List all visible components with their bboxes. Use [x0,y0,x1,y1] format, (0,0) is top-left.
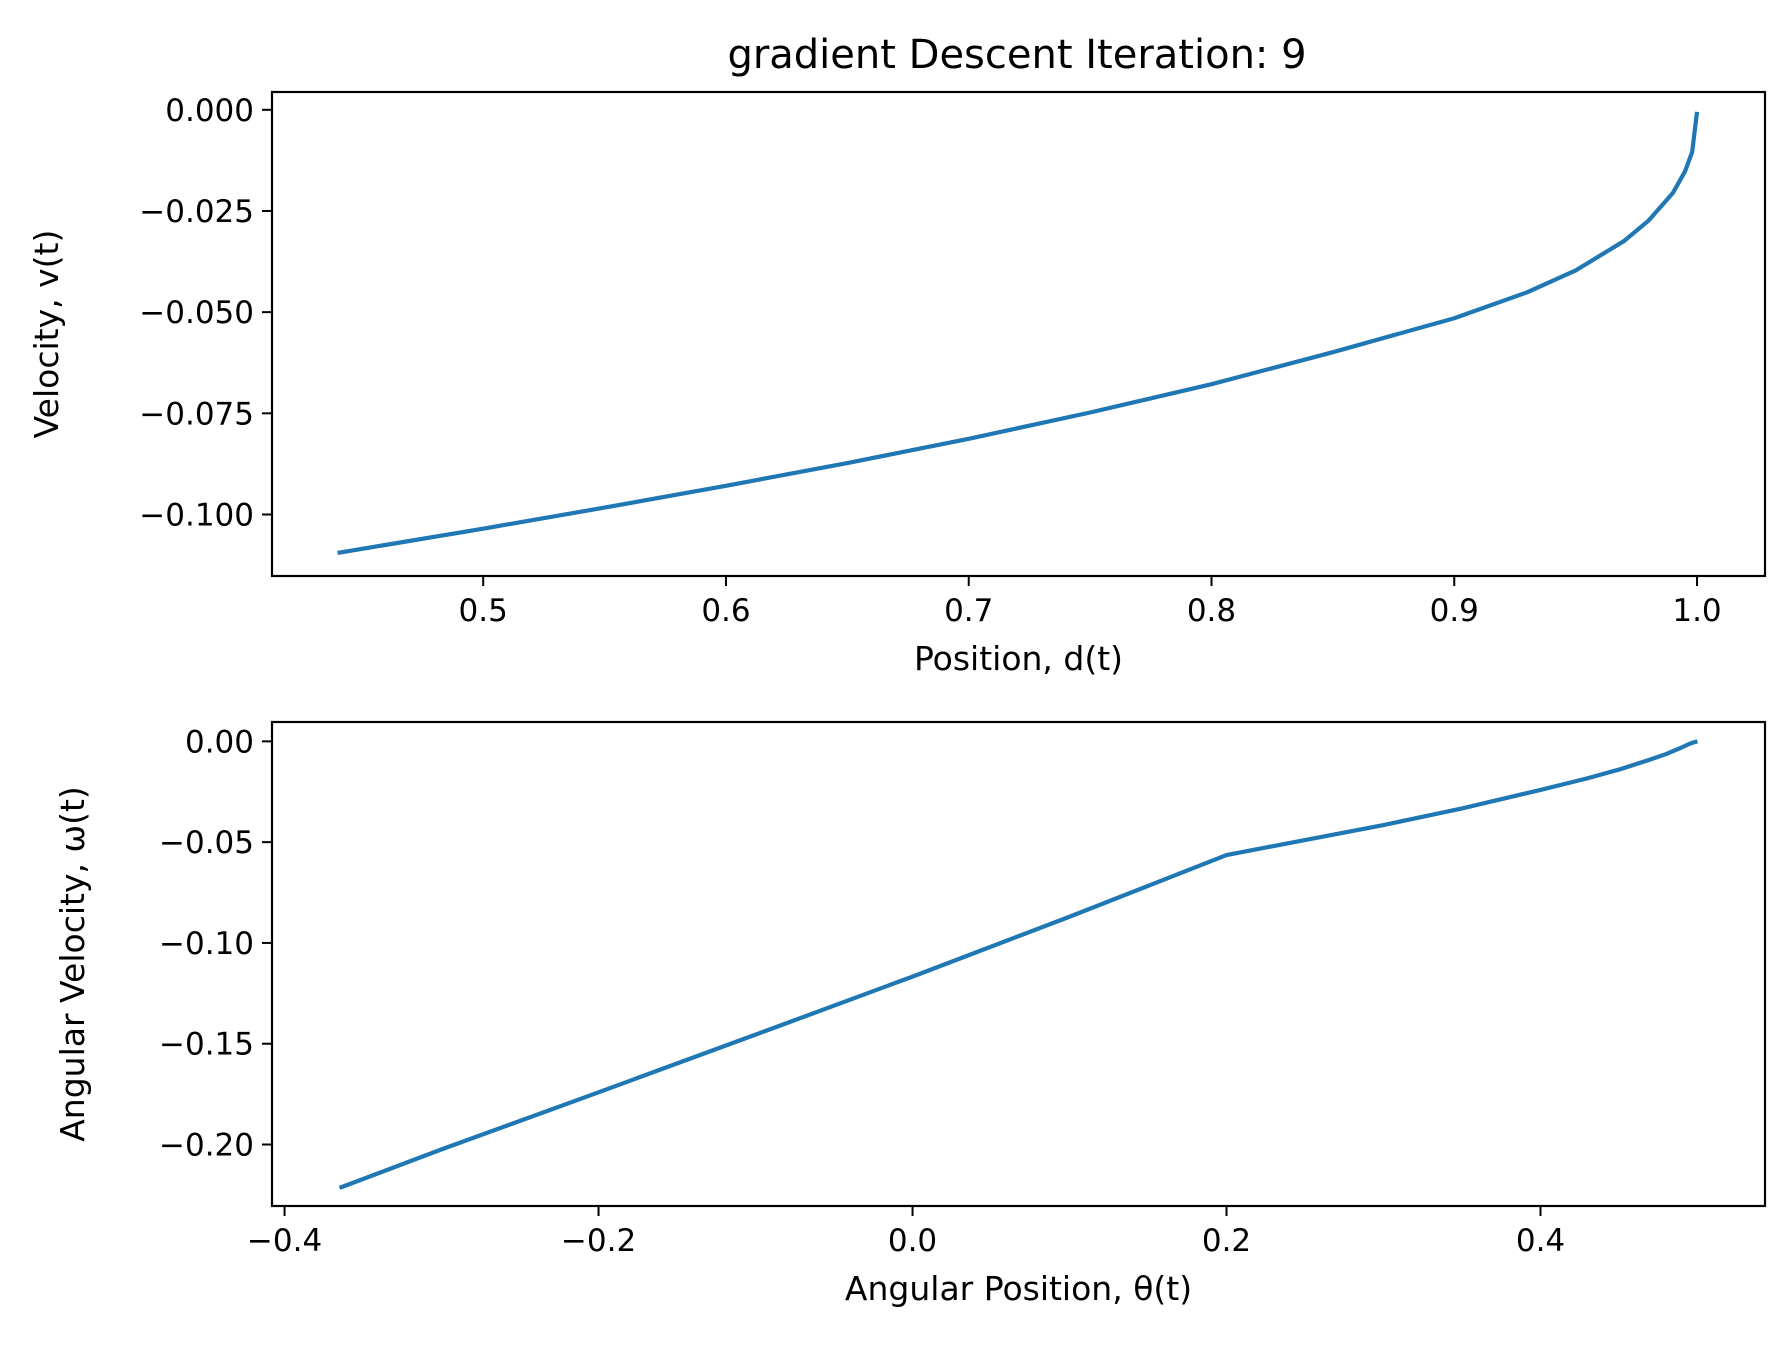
bottom-x-tick-label: 0.0 [888,1223,937,1259]
top-y-tick-label: −0.075 [139,396,254,432]
top-x-tick-label: 0.7 [944,593,993,629]
bottom-y-tick-label: −0.20 [159,1128,254,1164]
top-x-tick-label: 0.8 [1187,593,1236,629]
bottom-y-tick-label: −0.05 [159,825,254,861]
top-y-tick-label: −0.100 [139,497,254,533]
top-x-tick-label: 1.0 [1672,593,1721,629]
bottom-x-tick-label: 0.2 [1202,1223,1251,1259]
bottom-y-axis-label: Angular Velocity, ω(t) [53,786,92,1142]
top-x-tick-label: 0.9 [1430,593,1479,629]
chart-title: gradient Descent Iteration: 9 [727,32,1306,78]
bottom-axes-frame [270,720,1767,1208]
top-y-tick-label: −0.050 [139,295,254,331]
top-plot: 0.5 0.6 0.7 0.8 0.9 1.0 0.000 −0.025 −0.050 −0.07… [27,90,1767,678]
top-y-axis-label: Velocity, v(t) [27,230,66,439]
top-x-tick-label: 0.6 [701,593,750,629]
bottom-x-tick-label: 0.4 [1516,1223,1565,1259]
bottom-y-tick-label: 0.00 [185,724,254,760]
top-x-tick-label: 0.5 [459,593,508,629]
top-x-axis-label: Position, d(t) [914,639,1123,678]
top-y-tick-label: 0.000 [165,93,254,129]
bottom-plot: −0.4 −0.2 0.0 0.2 0.4 0.00 −0.05 −0.10 −0.15 −0.2… [53,720,1767,1308]
bottom-x-axis-label: Angular Position, θ(t) [845,1269,1192,1308]
top-y-tick-label: −0.025 [139,194,254,230]
top-axes-frame [270,90,1767,578]
top-series-line [337,111,1700,556]
bottom-x-tick-label: −0.2 [561,1223,636,1259]
bottom-x-tick-label: −0.4 [247,1223,322,1259]
bottom-series-line [338,739,1699,1190]
bottom-y-tick-label: −0.10 [159,926,254,962]
bottom-y-tick-label: −0.15 [159,1027,254,1063]
